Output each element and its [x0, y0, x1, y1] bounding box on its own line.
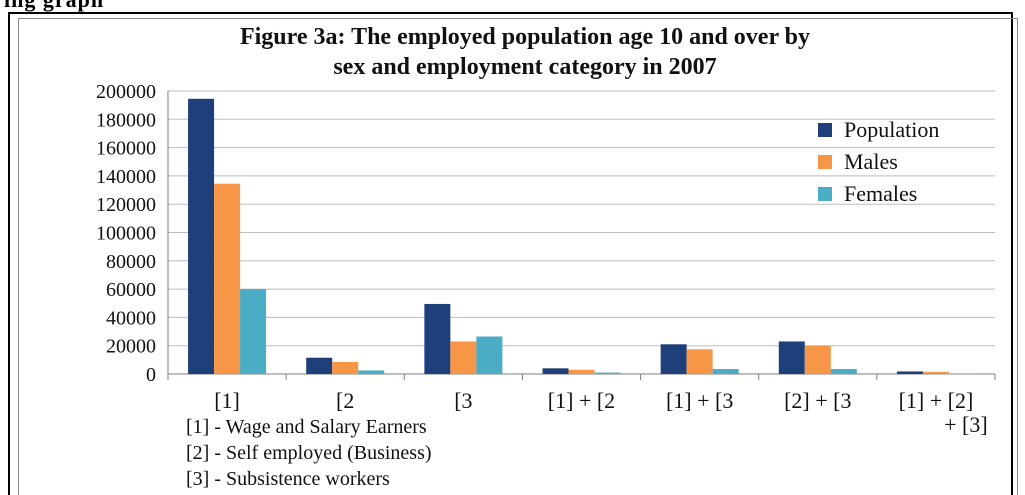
y-tick-label: 120000: [96, 194, 156, 216]
legend-swatch-males: [818, 155, 832, 169]
bar-population-4: [660, 344, 687, 374]
bar-population-2: [424, 303, 451, 374]
bar-males-0: [214, 183, 241, 374]
legend-swatch-population: [818, 123, 832, 137]
chart-title: Figure 3a: The employed population age 1…: [130, 22, 920, 82]
x-tick-label: [2: [336, 388, 354, 413]
bar-males-2: [450, 341, 477, 374]
footnote-wage-earners: [1] - Wage and Salary Earners: [186, 416, 427, 438]
bar-population-3: [542, 368, 569, 374]
bar-population-6: [896, 371, 923, 374]
bar-population-1: [306, 357, 333, 374]
chart-title-line-2: sex and employment category in 2007: [333, 54, 717, 80]
y-tick-label: 100000: [96, 223, 156, 245]
y-tick-label: 40000: [106, 307, 156, 329]
bar-males-6: [922, 371, 949, 374]
y-tick-label: 60000: [106, 279, 156, 301]
bar-population-0: [188, 98, 215, 374]
bar-males-4: [686, 349, 713, 374]
x-tick-label: [2] + [3: [784, 388, 851, 413]
bar-females-5: [830, 369, 857, 374]
bar-females-4: [712, 369, 739, 374]
y-tick-label: 180000: [96, 109, 156, 131]
bar-females-2: [476, 336, 503, 374]
y-tick-label: 140000: [96, 166, 156, 188]
x-tick-label: [1] + [3: [666, 388, 733, 413]
bar-males-5: [804, 345, 831, 374]
chart-inner-border: [18, 18, 1018, 495]
bar-females-3: [594, 372, 621, 374]
bar-females-0: [240, 289, 267, 374]
bar-females-1: [358, 370, 385, 374]
cut-off-heading: ing graph: [4, 0, 104, 13]
legend-label-females: Females: [844, 181, 917, 206]
legend-label-males: Males: [844, 149, 898, 174]
footnote-self-employed: [2] - Self employed (Business): [186, 442, 432, 464]
x-tick-label: [1] + [2: [548, 388, 615, 413]
x-tick-label: + [3]: [944, 412, 988, 437]
x-tick-label: [3: [454, 388, 472, 413]
bar-population-5: [778, 341, 805, 374]
y-tick-label: 20000: [106, 336, 156, 358]
y-tick-label: 160000: [96, 138, 156, 160]
chart-title-line-1: Figure 3a: The employed population age 1…: [239, 24, 811, 50]
y-tick-label: 0: [146, 364, 156, 386]
footnote-subsistence: [3] - Subsistence workers: [186, 468, 390, 490]
bar-males-1: [332, 361, 359, 374]
x-tick-label: [1] + [2]: [899, 388, 974, 413]
y-tick-label: 80000: [106, 251, 156, 273]
legend-swatch-females: [818, 187, 832, 201]
x-tick-label: [1]: [214, 388, 240, 413]
bar-males-3: [568, 369, 595, 374]
y-tick-label: 200000: [96, 81, 156, 103]
legend-label-population: Population: [844, 117, 939, 142]
chart-outer-border: [8, 12, 1013, 495]
